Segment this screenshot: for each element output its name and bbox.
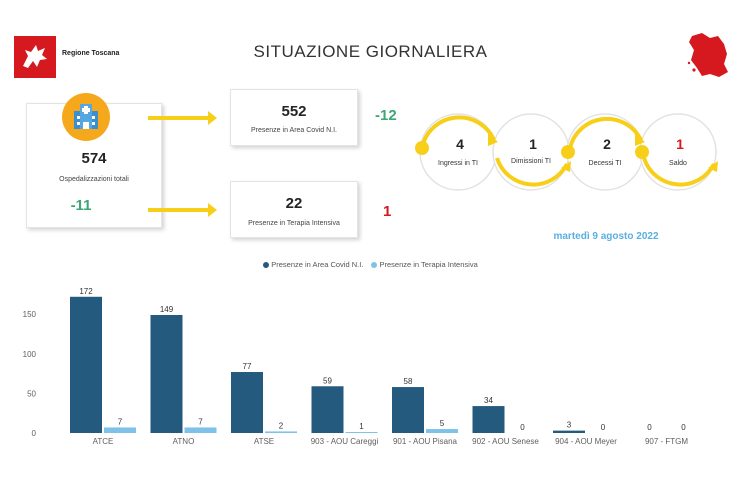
regione-toscana-logo <box>14 36 56 78</box>
x-tick-label: ATNO <box>173 437 195 446</box>
flow-decessi-label: Decessi TI <box>588 160 622 167</box>
legend-dot-dark <box>263 262 270 269</box>
data-label: 2 <box>279 421 284 430</box>
bar-covid-area <box>231 372 263 433</box>
total-hospitalizations-label: Ospedalizzazioni totali <box>59 176 129 183</box>
x-tick-label: 903 - AOU Careggi <box>311 437 379 446</box>
flow-dot-2 <box>561 145 575 159</box>
data-label: 34 <box>484 396 493 405</box>
arrow-to-intensive <box>148 203 217 217</box>
flow-ingressi-label: Ingressi in TI <box>438 160 478 167</box>
intensive-care-card <box>230 181 358 238</box>
flow-dimissioni-value: 1 <box>529 136 537 152</box>
flow-arrowhead-1 <box>488 134 498 146</box>
covid-area-card <box>230 89 358 146</box>
flow-saldo-label: Saldo <box>669 160 687 167</box>
y-tick-label: 50 <box>27 389 36 398</box>
x-tick-label: 904 - AOU Meyer <box>555 437 617 446</box>
bar-intensive <box>426 429 458 433</box>
bar-covid-area <box>392 387 424 433</box>
bar-intensive <box>104 427 136 433</box>
flow-dot-3 <box>635 145 649 159</box>
intensive-care-value: 22 <box>285 195 303 212</box>
data-label: 7 <box>118 417 123 426</box>
covid-area-label: Presenze in Area Covid N.I. <box>251 127 337 134</box>
y-tick-label: 150 <box>23 310 37 319</box>
flow-dimissioni-label: Dimissioni TI <box>511 158 551 165</box>
covid-area-delta: -12 <box>375 107 397 124</box>
logo-text: Regione Toscana <box>62 50 120 57</box>
data-label: 3 <box>567 421 572 430</box>
tuscany-map-icon <box>687 33 728 77</box>
data-label: 7 <box>198 417 203 426</box>
legend-dot-light <box>371 262 378 269</box>
total-hospitalizations-value: 574 <box>81 150 107 167</box>
bar-covid-area <box>70 296 102 433</box>
legend-label-covid-area: Presenze in Area Covid N.I. <box>271 260 364 269</box>
bar-intensive <box>265 431 297 433</box>
bar-covid-area <box>553 430 585 433</box>
x-tick-label: 901 - AOU Pisana <box>393 437 458 446</box>
data-label: 0 <box>647 423 652 432</box>
page-title: SITUAZIONE GIORNALIERA <box>253 42 488 61</box>
x-tick-label: 907 - FTGM <box>645 437 688 446</box>
data-label: 59 <box>323 376 332 385</box>
legend-item-covid-area: Presenze in Area Covid N.I. <box>263 260 363 269</box>
intensive-care-label: Presenze in Terapia Intensiva <box>248 220 340 227</box>
flow-circle-saldo <box>639 113 717 191</box>
covid-area-value: 552 <box>281 103 307 120</box>
data-label: 0 <box>601 423 606 432</box>
intensive-care-delta: 1 <box>383 203 392 220</box>
data-label: 149 <box>160 305 174 314</box>
data-label: 0 <box>520 423 525 432</box>
chart-legend: Presenze in Area Covid N.I. Presenze in … <box>0 260 741 269</box>
data-label: 58 <box>404 377 413 386</box>
data-label: 0 <box>681 423 686 432</box>
bar-covid-area <box>311 386 344 433</box>
flow-saldo-value: 1 <box>676 136 684 152</box>
pegasus-icon <box>23 45 47 68</box>
flow-ingressi-value: 4 <box>456 136 464 152</box>
arrow-to-covid-area <box>148 111 217 125</box>
bar-covid-area <box>150 314 183 433</box>
flow-circle-dimissioni <box>492 113 570 191</box>
x-tick-label: 902 - AOU Senese <box>472 437 539 446</box>
bar-covid-area <box>472 406 505 433</box>
x-tick-label: ATSE <box>254 437 274 446</box>
bar-intensive <box>345 432 378 433</box>
flow-dot-1 <box>415 141 429 155</box>
flow-circle-decessi <box>566 113 644 191</box>
y-tick-label: 0 <box>32 429 37 438</box>
y-tick-label: 100 <box>23 350 37 359</box>
flow-circle-ingressi <box>419 113 497 191</box>
data-label: 77 <box>243 362 252 371</box>
legend-label-intensive: Presenze in Terapia Intensiva <box>379 260 478 269</box>
flow-arrowhead-3 <box>635 134 645 146</box>
x-tick-label: ATCE <box>93 437 114 446</box>
total-hospitalizations-delta: -11 <box>70 197 92 214</box>
legend-item-intensive: Presenze in Terapia Intensiva <box>371 260 478 269</box>
flow-decessi-value: 2 <box>603 136 611 152</box>
date-label: martedì 9 agosto 2022 <box>553 231 659 242</box>
bar-intensive <box>184 427 217 433</box>
data-label: 1 <box>359 422 364 431</box>
data-label: 172 <box>79 287 93 296</box>
data-label: 5 <box>440 419 445 428</box>
hospital-icon <box>62 93 110 141</box>
